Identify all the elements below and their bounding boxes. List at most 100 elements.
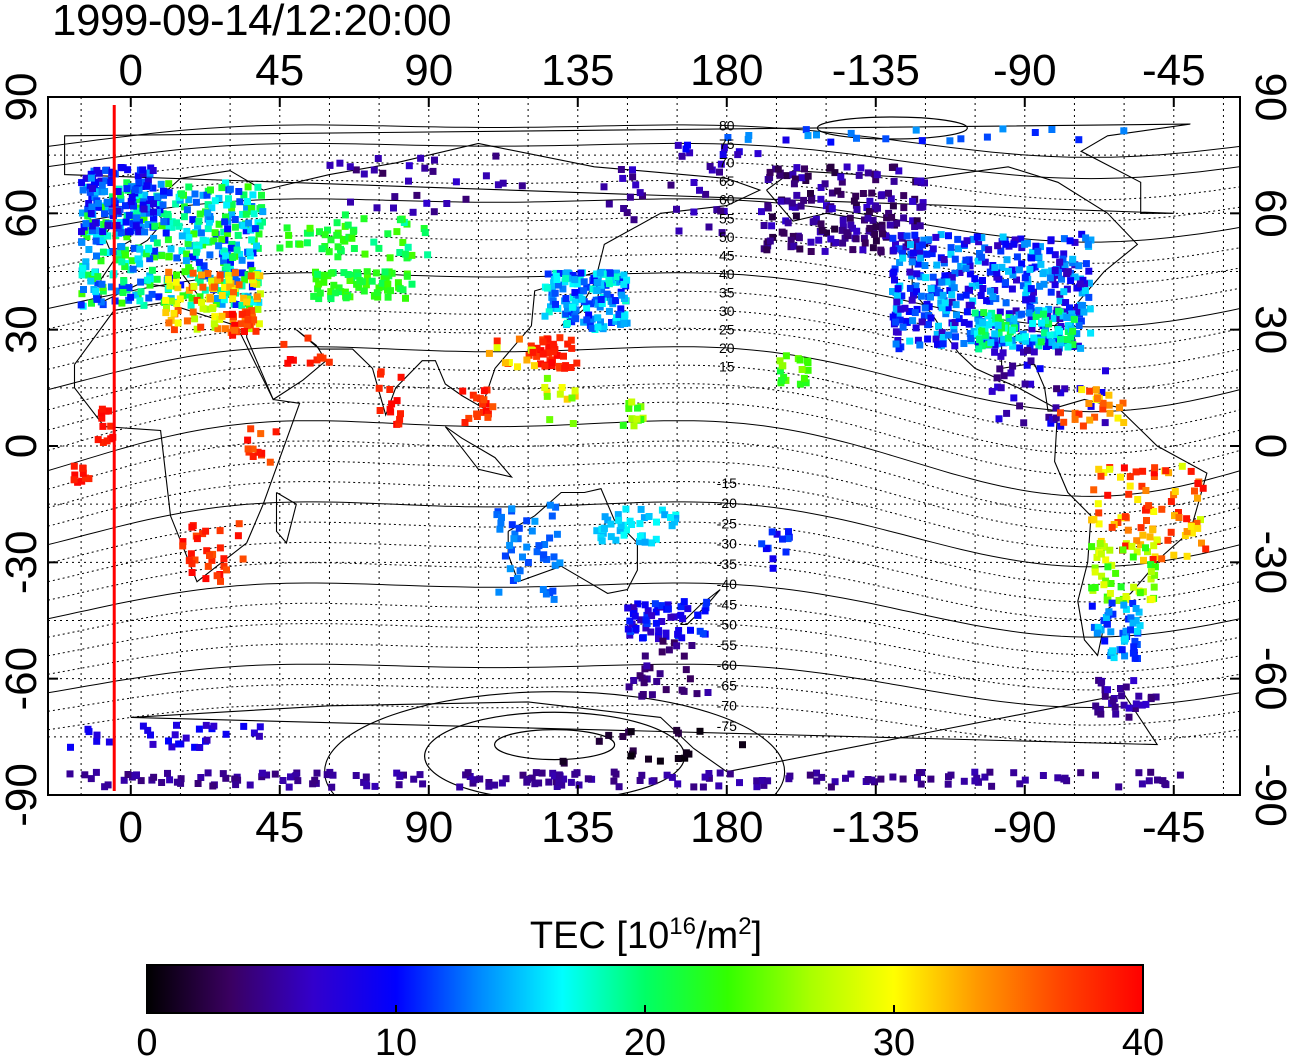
- tec-measurement: [1130, 643, 1137, 650]
- tec-measurement: [1085, 241, 1092, 248]
- tec-measurement: [560, 353, 567, 360]
- tec-measurement: [1080, 309, 1087, 316]
- tec-measurement: [556, 771, 563, 778]
- tec-measurement: [964, 308, 971, 315]
- tec-measurement: [808, 248, 815, 255]
- tec-measurement: [629, 166, 636, 173]
- tec-measurement: [808, 197, 815, 204]
- tec-measurement: [606, 280, 613, 287]
- tec-measurement: [1138, 524, 1145, 531]
- tec-measurement: [900, 324, 907, 331]
- lon-tick-label-bottom: -45: [1142, 803, 1206, 852]
- tec-measurement: [150, 741, 157, 748]
- tec-measurement: [919, 137, 926, 144]
- tec-measurement: [911, 232, 918, 239]
- tec-measurement: [983, 297, 990, 304]
- tec-measurement: [171, 326, 178, 333]
- tec-measurement: [377, 407, 384, 414]
- tec-measurement: [801, 375, 808, 382]
- tec-measurement: [580, 287, 587, 294]
- tec-measurement: [562, 362, 569, 369]
- tec-measurement: [849, 246, 856, 253]
- tec-measurement: [653, 678, 660, 685]
- tec-measurement: [923, 251, 930, 258]
- tec-measurement: [1147, 533, 1154, 540]
- tec-measurement: [1004, 256, 1011, 263]
- tec-measurement: [1183, 515, 1190, 522]
- tec-measurement: [818, 774, 825, 781]
- tec-measurement: [971, 777, 978, 784]
- tec-measurement: [118, 258, 125, 265]
- tec-measurement: [1130, 650, 1137, 657]
- tec-measurement: [249, 191, 256, 198]
- tec-measurement: [500, 180, 507, 187]
- tec-measurement: [700, 784, 707, 791]
- tec-measurement: [1112, 570, 1119, 577]
- tec-measurement: [1095, 466, 1102, 473]
- tec-measurement: [1104, 621, 1111, 628]
- tec-measurement: [223, 566, 230, 573]
- lat-tick-label-left: 90: [0, 73, 46, 122]
- tec-measurement: [1085, 294, 1092, 301]
- tec-measurement: [1134, 628, 1141, 635]
- tec-measurement: [1149, 596, 1156, 603]
- lon-tick-label-top: -90: [993, 46, 1057, 95]
- tec-measurement: [789, 200, 796, 207]
- tec-measurement: [136, 260, 143, 267]
- tec-measurement: [1106, 547, 1113, 554]
- tec-measurement: [562, 275, 569, 282]
- tec-measurement: [211, 284, 218, 291]
- tec-measurement: [1009, 363, 1016, 370]
- tec-measurement: [1088, 543, 1095, 550]
- tec-measurement: [991, 330, 998, 337]
- tec-measurement: [649, 691, 656, 698]
- tec-measurement: [89, 185, 96, 192]
- tec-measurement: [1092, 584, 1099, 591]
- tec-measurement: [371, 167, 378, 174]
- tec-measurement: [307, 360, 314, 367]
- tec-measurement: [462, 419, 469, 426]
- tec-measurement: [1083, 260, 1090, 267]
- tec-measurement: [793, 213, 800, 220]
- tec-measurement: [887, 222, 894, 229]
- tec-measurement: [209, 783, 216, 790]
- tec-measurement: [297, 241, 304, 248]
- tec-measurement: [100, 249, 107, 256]
- tec-measurement: [507, 565, 514, 572]
- tec-measurement: [646, 513, 653, 520]
- tec-measurement: [362, 251, 369, 258]
- tec-measurement: [347, 277, 354, 284]
- contour-label: -60: [717, 657, 737, 673]
- tec-measurement: [226, 277, 233, 284]
- tec-measurement: [703, 599, 710, 606]
- tec-measurement: [343, 294, 350, 301]
- tec-measurement: [1016, 334, 1023, 341]
- tec-measurement: [639, 635, 646, 642]
- tec-measurement: [989, 293, 996, 300]
- tec-measurement: [402, 251, 409, 258]
- tec-measurement: [874, 205, 881, 212]
- tec-measurement: [127, 294, 134, 301]
- tec-measurement: [495, 589, 502, 596]
- tec-measurement: [212, 229, 219, 236]
- tec-measurement: [361, 215, 368, 222]
- tec-measurement: [961, 319, 968, 326]
- tec-measurement: [629, 173, 636, 180]
- tec-measurement: [615, 517, 622, 524]
- tec-measurement: [1202, 546, 1209, 553]
- tec-measurement: [687, 675, 694, 682]
- tec-measurement: [384, 281, 391, 288]
- contour-label: -40: [717, 576, 737, 592]
- tec-measurement: [891, 178, 898, 185]
- tec-measurement: [628, 521, 635, 528]
- tec-measurement: [734, 151, 741, 158]
- tec-measurement: [87, 278, 94, 285]
- lat-tick-label-left: 60: [0, 189, 46, 238]
- tec-measurement: [1098, 551, 1105, 558]
- tec-measurement: [945, 773, 952, 780]
- tec-measurement: [1109, 698, 1116, 705]
- tec-measurement: [204, 270, 211, 277]
- tec-measurement: [572, 315, 579, 322]
- tec-measurement: [890, 247, 897, 254]
- tec-measurement: [163, 230, 170, 237]
